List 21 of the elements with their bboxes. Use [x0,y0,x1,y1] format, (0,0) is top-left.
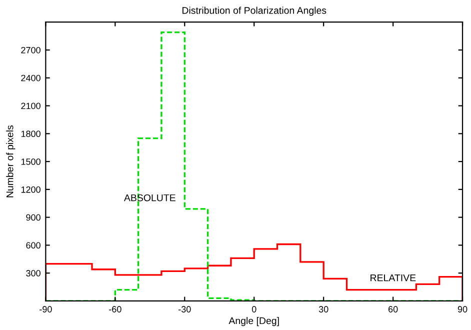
y-tick-label: 900 [26,214,40,221]
y-tick-label: 1200 [21,186,40,193]
x-tick-label: 90 [458,306,468,312]
y-tick-label: 2100 [21,102,40,110]
x-tick-label: 60 [388,306,398,312]
x-tick-label: -90 [40,306,52,312]
y-tick-label: 300 [26,270,40,276]
x-tick-label: 0 [252,306,256,312]
annotation: RELATIVE [370,274,416,282]
y-tick-label: 1500 [21,158,40,165]
x-axis-title: Angle [Deg] [228,317,279,326]
y-tick-label: 2400 [21,74,40,82]
x-tick-label: -60 [109,306,122,312]
chart-title: Distribution of Polarization Angles [182,6,326,16]
y-axis-title: Number of pixels [6,125,16,198]
y-tick-label: 600 [26,242,40,249]
annotation: ABSOLUTE [124,194,176,202]
x-tick-label: -30 [178,306,191,312]
y-tick-label: 2700 [21,46,40,54]
x-tick-label: 30 [318,306,328,312]
y-tick-label: 1800 [21,130,40,138]
